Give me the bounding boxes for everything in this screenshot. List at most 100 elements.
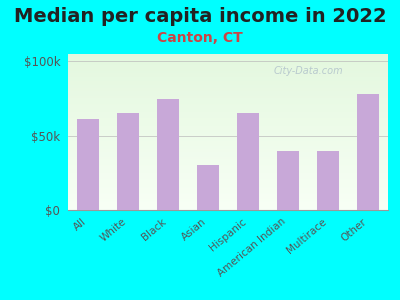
Bar <box>68 84 388 85</box>
Bar <box>68 77 388 79</box>
Bar <box>197 165 219 210</box>
Bar <box>68 118 388 119</box>
Bar <box>68 85 388 87</box>
Bar <box>68 54 388 56</box>
Bar <box>68 116 388 118</box>
Bar <box>68 62 388 63</box>
Bar <box>68 126 388 127</box>
Bar <box>68 104 388 106</box>
Bar <box>68 179 388 180</box>
Bar <box>68 60 388 62</box>
Bar <box>68 149 388 151</box>
Bar <box>68 121 388 123</box>
Bar <box>68 124 388 126</box>
Bar <box>68 207 388 208</box>
Bar <box>68 76 388 77</box>
Bar <box>68 88 388 90</box>
Bar <box>68 193 388 194</box>
Bar <box>68 113 388 115</box>
Bar <box>68 99 388 101</box>
Bar <box>68 205 388 207</box>
Bar <box>317 151 339 210</box>
Bar <box>117 113 139 210</box>
Bar <box>357 94 379 210</box>
Bar <box>68 182 388 184</box>
Bar <box>68 180 388 182</box>
Bar <box>68 109 388 110</box>
Bar <box>68 102 388 104</box>
Bar <box>68 208 388 210</box>
Bar <box>68 107 388 109</box>
Bar <box>68 171 388 172</box>
Bar <box>68 138 388 140</box>
Bar <box>68 70 388 71</box>
Bar <box>68 184 388 185</box>
Bar <box>68 143 388 145</box>
Bar <box>68 110 388 112</box>
Bar <box>68 71 388 73</box>
Bar <box>68 57 388 59</box>
Bar <box>68 201 388 202</box>
Bar <box>68 154 388 155</box>
Bar <box>68 169 388 171</box>
Bar <box>68 59 388 60</box>
Bar <box>68 73 388 74</box>
Bar <box>68 152 388 154</box>
Bar <box>68 157 388 158</box>
Bar <box>68 190 388 191</box>
Bar <box>68 199 388 201</box>
Bar <box>68 96 388 98</box>
Bar <box>68 162 388 163</box>
Bar <box>68 93 388 94</box>
Bar <box>68 166 388 168</box>
Bar <box>68 176 388 177</box>
Bar <box>68 197 388 199</box>
Bar <box>68 132 388 134</box>
Bar <box>68 119 388 121</box>
Bar <box>68 106 388 107</box>
Bar <box>157 99 179 210</box>
Bar <box>68 79 388 80</box>
Bar <box>68 87 388 88</box>
Bar <box>68 123 388 124</box>
Bar <box>68 94 388 96</box>
Bar <box>68 140 388 141</box>
Bar <box>68 112 388 113</box>
Bar <box>68 134 388 135</box>
Bar <box>68 165 388 166</box>
Bar <box>68 191 388 193</box>
Bar <box>68 163 388 165</box>
Bar <box>68 148 388 149</box>
Bar <box>68 188 388 190</box>
Bar <box>68 155 388 157</box>
Bar <box>68 204 388 205</box>
Text: City-Data.com: City-Data.com <box>273 67 343 76</box>
Bar <box>68 90 388 92</box>
Bar <box>68 187 388 188</box>
Bar <box>68 68 388 70</box>
Bar <box>68 65 388 67</box>
Bar <box>68 101 388 102</box>
Bar <box>68 151 388 152</box>
Bar <box>68 196 388 197</box>
Bar <box>68 141 388 143</box>
Text: Canton, CT: Canton, CT <box>157 32 243 46</box>
Bar <box>68 177 388 179</box>
Bar <box>68 194 388 196</box>
Bar <box>68 63 388 65</box>
Bar <box>68 137 388 138</box>
Bar <box>277 151 299 210</box>
Bar <box>68 127 388 129</box>
Bar <box>68 158 388 160</box>
Bar <box>68 92 388 93</box>
Bar <box>68 115 388 116</box>
Bar <box>68 129 388 130</box>
Bar <box>68 135 388 137</box>
Bar <box>68 67 388 68</box>
Bar <box>68 98 388 99</box>
Bar <box>68 56 388 57</box>
Text: Median per capita income in 2022: Median per capita income in 2022 <box>14 8 386 26</box>
Bar <box>68 160 388 162</box>
Bar <box>77 119 99 210</box>
Bar <box>68 172 388 174</box>
